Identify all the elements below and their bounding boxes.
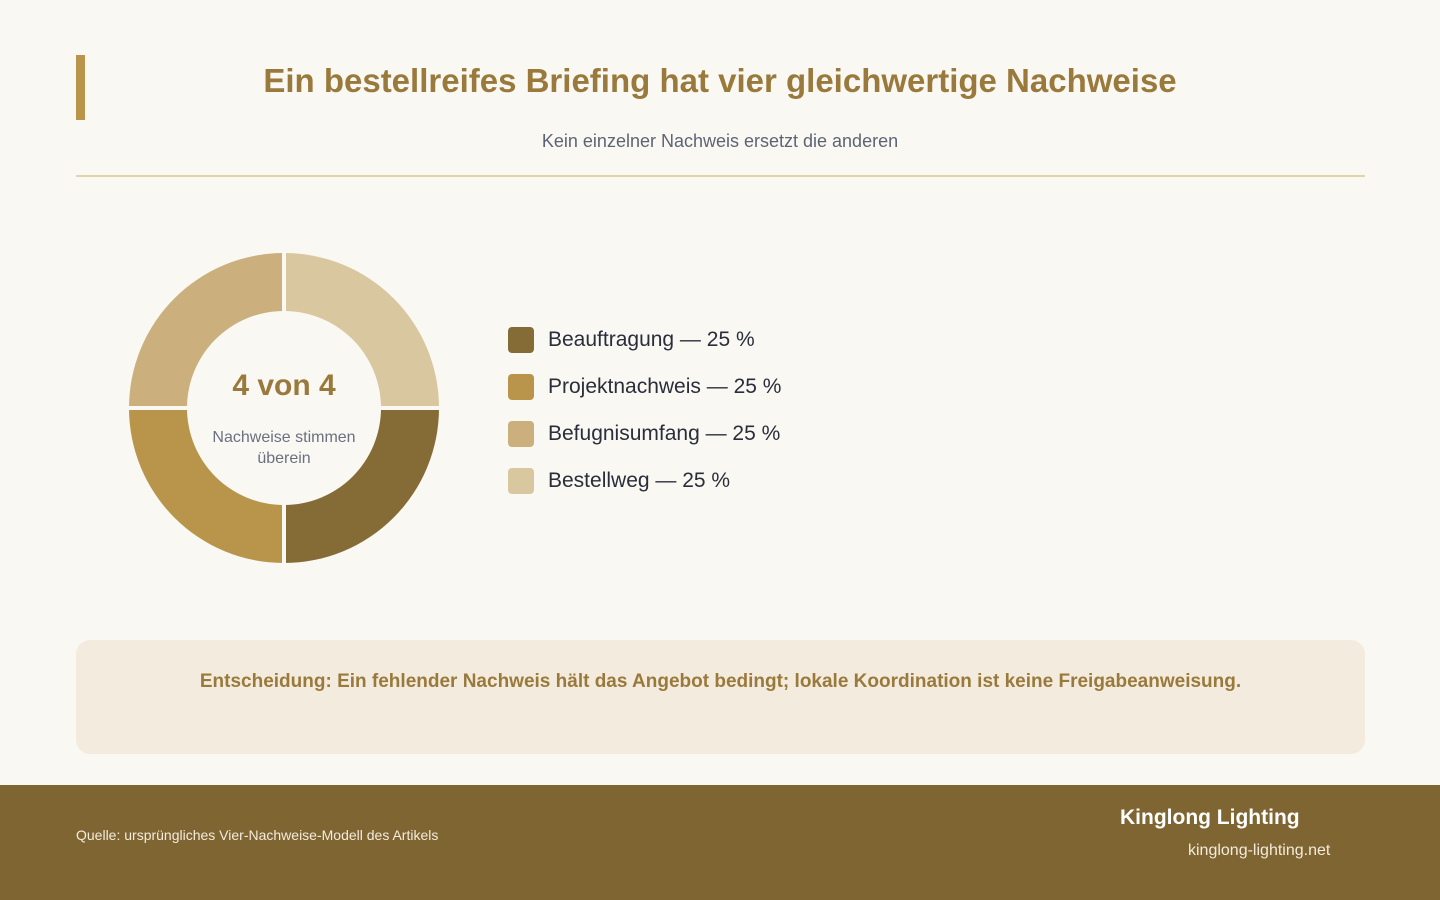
donut-center-caption: Nachweise stimmen überein [212, 429, 356, 467]
donut-chart [127, 251, 441, 565]
source-note: Quelle: ursprüngliches Vier-Nachweise-Mo… [76, 827, 439, 843]
header-divider [76, 175, 1365, 177]
legend-label: Befugnisumfang — 25 % [548, 421, 781, 445]
donut-slice-befugnisumfang [129, 253, 284, 408]
chart-legend: Beauftragung — 25 % Projektnachweis — 25… [508, 316, 781, 504]
legend-label: Projektnachweis — 25 % [548, 374, 782, 398]
chart-title: Ein bestellreifes Briefing hat vier glei… [263, 62, 1177, 99]
legend-label: Beauftragung — 25 % [548, 327, 755, 351]
legend-item: Bestellweg — 25 % [508, 457, 781, 504]
legend-swatch [508, 326, 534, 353]
legend-label: Bestellweg — 25 % [548, 468, 731, 492]
legend-swatch [508, 373, 534, 400]
donut-slice-bestellweg [284, 253, 439, 408]
legend-item: Projektnachweis — 25 % [508, 363, 781, 410]
donut-slice-projektnachweis [129, 408, 284, 563]
title-accent-bar [76, 55, 85, 120]
donut-center-value: 4 von 4 [232, 369, 336, 402]
donut-slice-beauftragung [284, 408, 439, 563]
chart-subtitle: Kein einzelner Nachweis ersetzt die ande… [541, 131, 899, 151]
brand-name: Kinglong Lighting [1120, 806, 1300, 829]
decision-panel: Entscheidung: Ein fehlender Nachweis häl… [76, 640, 1365, 754]
brand-url[interactable]: kinglong-lighting.net [1188, 842, 1331, 859]
legend-item: Befugnisumfang — 25 % [508, 410, 781, 457]
decision-text: Entscheidung: Ein fehlender Nachweis häl… [199, 671, 1242, 692]
footer: Quelle: ursprüngliches Vier-Nachweise-Mo… [0, 785, 1440, 900]
legend-swatch [508, 467, 534, 494]
legend-item: Beauftragung — 25 % [508, 316, 781, 363]
legend-swatch [508, 420, 534, 447]
